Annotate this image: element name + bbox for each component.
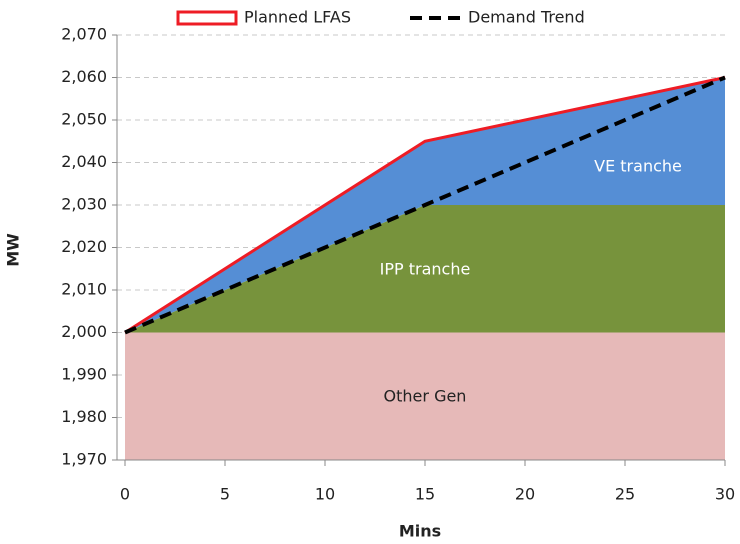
area-label: IPP tranche [380, 260, 471, 279]
y-tick-label: 2,040 [61, 152, 107, 171]
x-tick-label: 5 [220, 485, 230, 504]
area [125, 332, 725, 460]
line [124, 76, 726, 334]
y-tick-label: 1,990 [61, 365, 107, 384]
y-axis-label: MW [4, 233, 23, 267]
x-tick-label: 0 [120, 485, 130, 504]
x-tick-label: 30 [715, 485, 735, 504]
y-tick-label: 2,050 [61, 110, 107, 129]
area [125, 205, 725, 333]
legend-swatch [176, 10, 238, 26]
area-label: VE tranche [594, 157, 682, 176]
x-axis-label: Mins [399, 522, 441, 541]
y-tick-label: 2,000 [61, 322, 107, 341]
legend-label: Planned LFAS [244, 8, 351, 27]
y-tick-label: 1,980 [61, 407, 107, 426]
x-tick-label: 25 [615, 485, 635, 504]
x-tick-label: 10 [315, 485, 335, 504]
y-tick-label: 1,970 [61, 450, 107, 469]
legend-label: Demand Trend [468, 8, 585, 27]
y-tick-label: 2,070 [61, 25, 107, 44]
area-label: Other Gen [384, 387, 467, 406]
y-tick-label: 2,020 [61, 237, 107, 256]
y-tick-label: 2,060 [61, 67, 107, 86]
x-tick-label: 15 [415, 485, 435, 504]
line [124, 75, 726, 335]
y-tick-label: 2,010 [61, 280, 107, 299]
y-tick-label: 2,030 [61, 195, 107, 214]
x-tick-label: 20 [515, 485, 535, 504]
